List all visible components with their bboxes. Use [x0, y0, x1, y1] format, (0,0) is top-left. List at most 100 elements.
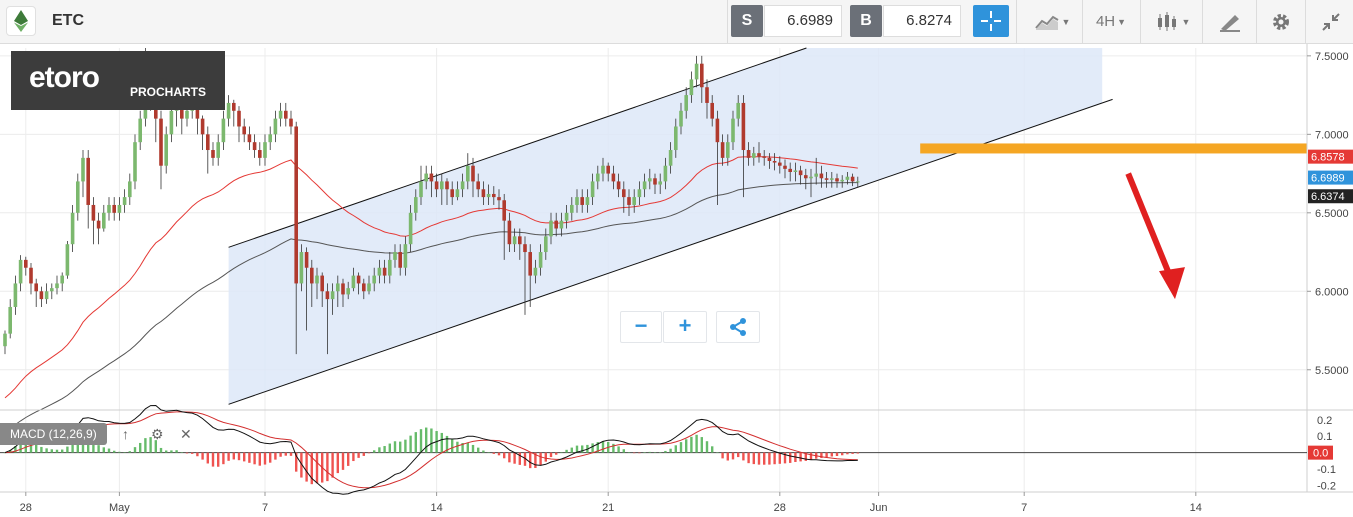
drawing-tools-icon [1220, 15, 1240, 33]
candle-style-button[interactable]: ▼ [1150, 6, 1196, 38]
macd-histogram-bar [149, 437, 152, 453]
collapse-button[interactable] [1314, 6, 1348, 38]
macd-histogram-bar [731, 452, 735, 460]
candle-body [304, 252, 309, 268]
candle-body [845, 176, 850, 180]
macd-histogram-bar [144, 438, 147, 453]
price-tag-box [1308, 170, 1353, 185]
macd-histogram-bar [367, 452, 371, 454]
macd-histogram-bar [789, 452, 792, 463]
macd-histogram-bar [497, 452, 501, 456]
candle-body [138, 118, 142, 143]
candle-body [731, 118, 735, 143]
macd-close-icon[interactable]: ✕ [180, 426, 192, 442]
candle-body [341, 283, 345, 295]
macd-histogram-bar [300, 452, 303, 478]
candle-body [637, 189, 642, 198]
chart-type-button[interactable]: ▼ [1028, 6, 1076, 38]
macd-histogram-bar [539, 452, 542, 466]
candle-body [44, 291, 49, 300]
macd-signal-line [4, 411, 858, 489]
macd-indicator-label[interactable]: MACD (12,26,9) [0, 423, 107, 445]
macd-histogram-bar [35, 444, 38, 453]
candle-body [694, 63, 699, 80]
macd-histogram-bar [196, 452, 199, 457]
candle-body [720, 142, 725, 158]
candle-body [814, 173, 818, 177]
sell-label[interactable]: S [731, 5, 763, 37]
moving-average-fast [4, 156, 858, 399]
settings-button[interactable] [1264, 6, 1298, 38]
candle-body [289, 118, 293, 127]
crosshair-button[interactable] [973, 5, 1009, 37]
macd-histogram-bar [726, 452, 729, 461]
macd-histogram-bar [409, 435, 412, 453]
candle-body [518, 236, 522, 245]
macd-move-up-icon[interactable]: ↑ [122, 426, 129, 442]
macd-histogram-bar [289, 452, 293, 456]
candle-body [658, 181, 662, 185]
candle-body [398, 252, 402, 268]
macd-histogram-bar [9, 449, 12, 453]
candle-body [502, 200, 506, 221]
macd-histogram-bar [534, 452, 537, 468]
collapse-arrows-icon [1322, 13, 1340, 31]
plus-icon: + [678, 313, 692, 338]
candle-body [367, 283, 371, 292]
macd-settings-icon[interactable]: ⚙ [151, 426, 164, 442]
macd-histogram-bar [747, 452, 750, 464]
logo-text: etoro [29, 61, 100, 94]
macd-histogram-bar [648, 451, 651, 453]
candle-body [507, 220, 512, 245]
sell-price[interactable]: 6.6989 [764, 5, 842, 37]
macd-histogram-bar [258, 452, 261, 466]
price-chart[interactable]: 7.5000 7.0000 6.5000 6.0000 5.5000 6.8578 6.69… [0, 44, 1353, 517]
candle-body [263, 142, 267, 158]
macd-histogram-bar [757, 452, 761, 465]
candle-body [804, 175, 808, 179]
zoom-out-button[interactable]: − [620, 311, 662, 343]
timeframe-select[interactable]: 4H ▼ [1090, 6, 1132, 38]
candle-body [481, 189, 486, 198]
candle-body [211, 150, 215, 158]
candle-body [793, 170, 798, 172]
zoom-in-button[interactable]: + [663, 311, 707, 343]
price-tag-box [1308, 189, 1353, 204]
candle-body [715, 118, 720, 143]
candle-body [372, 275, 376, 284]
macd-histogram-bar [633, 452, 636, 454]
etoro-procharts-logo: etoro PROCHARTS [11, 51, 225, 110]
macd-histogram-bar [711, 446, 714, 453]
area-chart-icon [1034, 15, 1059, 31]
macd-histogram-bar [565, 449, 568, 453]
macd-histogram-bar [29, 441, 33, 453]
candle-body [86, 157, 90, 205]
macd-histogram-bar [347, 452, 350, 466]
candle-body [741, 102, 746, 151]
price-tag-box [1308, 149, 1353, 164]
macd-histogram-bar [201, 452, 204, 460]
macd-histogram-bar [217, 452, 220, 467]
macd-histogram-bar [461, 442, 464, 453]
buy-price[interactable]: 6.8274 [883, 5, 961, 37]
macd-histogram-bar [591, 443, 594, 453]
buy-label[interactable]: B [850, 5, 882, 37]
candle-body [195, 102, 200, 119]
macd-histogram-bar [653, 452, 657, 453]
macd-histogram-bar [393, 441, 397, 453]
macd-histogram-bar [518, 452, 521, 465]
macd-histogram-bar [456, 441, 459, 453]
candle-body [554, 220, 558, 229]
candle-body [778, 162, 782, 166]
candle-body [336, 283, 340, 292]
price-tag-label: 6.6374 [1311, 191, 1345, 203]
share-button[interactable] [716, 311, 760, 343]
drawing-tools-button[interactable] [1212, 6, 1248, 38]
candle-body [315, 275, 319, 284]
candle-body [434, 181, 439, 190]
candle-body [798, 170, 803, 176]
macd-histogram-bar [107, 448, 111, 453]
candle-body [216, 142, 220, 158]
candle-body [466, 165, 470, 182]
candle-body [237, 110, 241, 127]
